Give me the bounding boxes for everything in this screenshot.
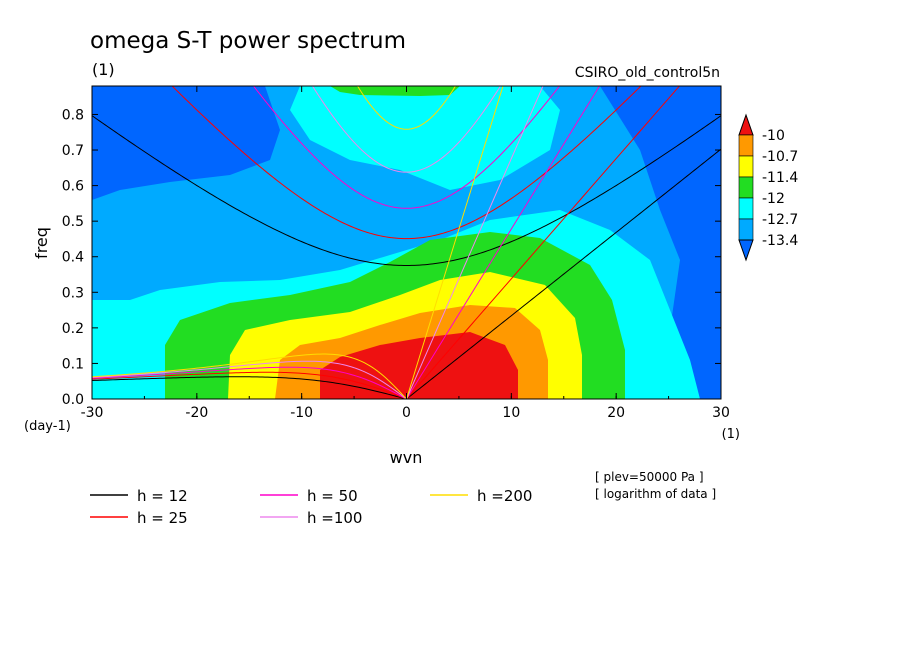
x-tick-label: -10 (290, 405, 313, 421)
y-units: (day-1) (24, 419, 71, 434)
colorbar-box (738, 134, 754, 157)
y-tick-label: 0.4 (62, 250, 84, 266)
rossby-curve (92, 371, 407, 399)
colorbar-label: -10.7 (762, 149, 798, 165)
note-log: [ logarithm of data ] (595, 487, 716, 501)
inertia-gravity-curve (311, 86, 502, 173)
colorbar-box (738, 218, 754, 241)
kelvin-curve (406, 86, 601, 399)
y-tick-label: 0.1 (62, 356, 84, 372)
colorbar-box (738, 176, 754, 199)
colorbar-top-arrow (738, 113, 754, 136)
colorbar: -10 -10.7 -11.4 -12 -12.7 -13.4 (738, 113, 798, 262)
rossby-curve (92, 366, 407, 399)
y-tick-label: 0.0 (62, 392, 84, 408)
x-axis: -30 -20 -10 0 10 20 30 (81, 86, 730, 421)
x-tick-label: 20 (607, 405, 625, 421)
colorbar-label: -12.7 (762, 212, 798, 228)
kelvin-curve (406, 86, 544, 399)
legend-label: h =100 (307, 509, 362, 527)
model-label: CSIRO_old_control5n (575, 65, 720, 81)
rossby-curve (92, 353, 407, 399)
kelvin-curve (406, 86, 681, 399)
legend: h = 12 h = 25 h = 50 h =100 h =200 (90, 487, 532, 527)
level-red (320, 332, 518, 399)
chart-title: omega S-T power spectrum (90, 28, 406, 54)
kelvin-curve (406, 148, 721, 399)
rossby-curve (92, 376, 407, 399)
y-tick-label: 0.8 (62, 107, 84, 123)
colorbar-label: -12 (762, 191, 785, 207)
colorbar-bottom-arrow (738, 239, 754, 262)
inertia-gravity-curve (252, 86, 561, 209)
x-axis-label: wvn (390, 448, 423, 467)
level-cyan-top (290, 86, 560, 190)
colorbar-label: -10 (762, 128, 785, 144)
y-axis-label: freq (32, 227, 51, 259)
inertia-gravity-curve (171, 86, 642, 240)
y-tick-label: 0.3 (62, 285, 84, 301)
legend-label: h = 25 (137, 509, 188, 527)
y-axis: 0.0 0.1 0.2 0.3 0.4 0.5 0.6 0.7 0.8 (62, 107, 721, 408)
legend-label: h = 12 (137, 487, 188, 505)
x-tick-label: -20 (185, 405, 208, 421)
kelvin-curve (406, 86, 504, 399)
level-blue-dark-right (600, 86, 721, 399)
title-units: (1) (92, 60, 115, 79)
x-tick-label: 30 (712, 405, 730, 421)
y-tick-label: 0.6 (62, 179, 84, 195)
note-plev: [ plev=50000 Pa ] (595, 470, 704, 484)
y-tick-label: 0.2 (62, 321, 84, 337)
legend-label: h =200 (477, 487, 532, 505)
dispersion-curves (92, 86, 721, 399)
legend-label: h = 50 (307, 487, 358, 505)
x-tick-label: 10 (502, 405, 520, 421)
colorbar-box (738, 155, 754, 178)
contour-fill (92, 86, 721, 399)
inertia-gravity-curve (92, 115, 721, 266)
rossby-curve (92, 360, 407, 399)
y-tick-label: 0.7 (62, 143, 84, 159)
inertia-gravity-curve (356, 86, 457, 130)
y-tick-label: 0.5 (62, 214, 84, 230)
x-tick-label: 0 (402, 405, 411, 421)
level-blue-dark-left (92, 86, 280, 200)
x-units: (1) (722, 427, 740, 442)
x-tick-label: -30 (81, 405, 104, 421)
colorbar-label: -13.4 (762, 233, 798, 249)
colorbar-label: -11.4 (762, 170, 798, 186)
colorbar-box (738, 197, 754, 220)
